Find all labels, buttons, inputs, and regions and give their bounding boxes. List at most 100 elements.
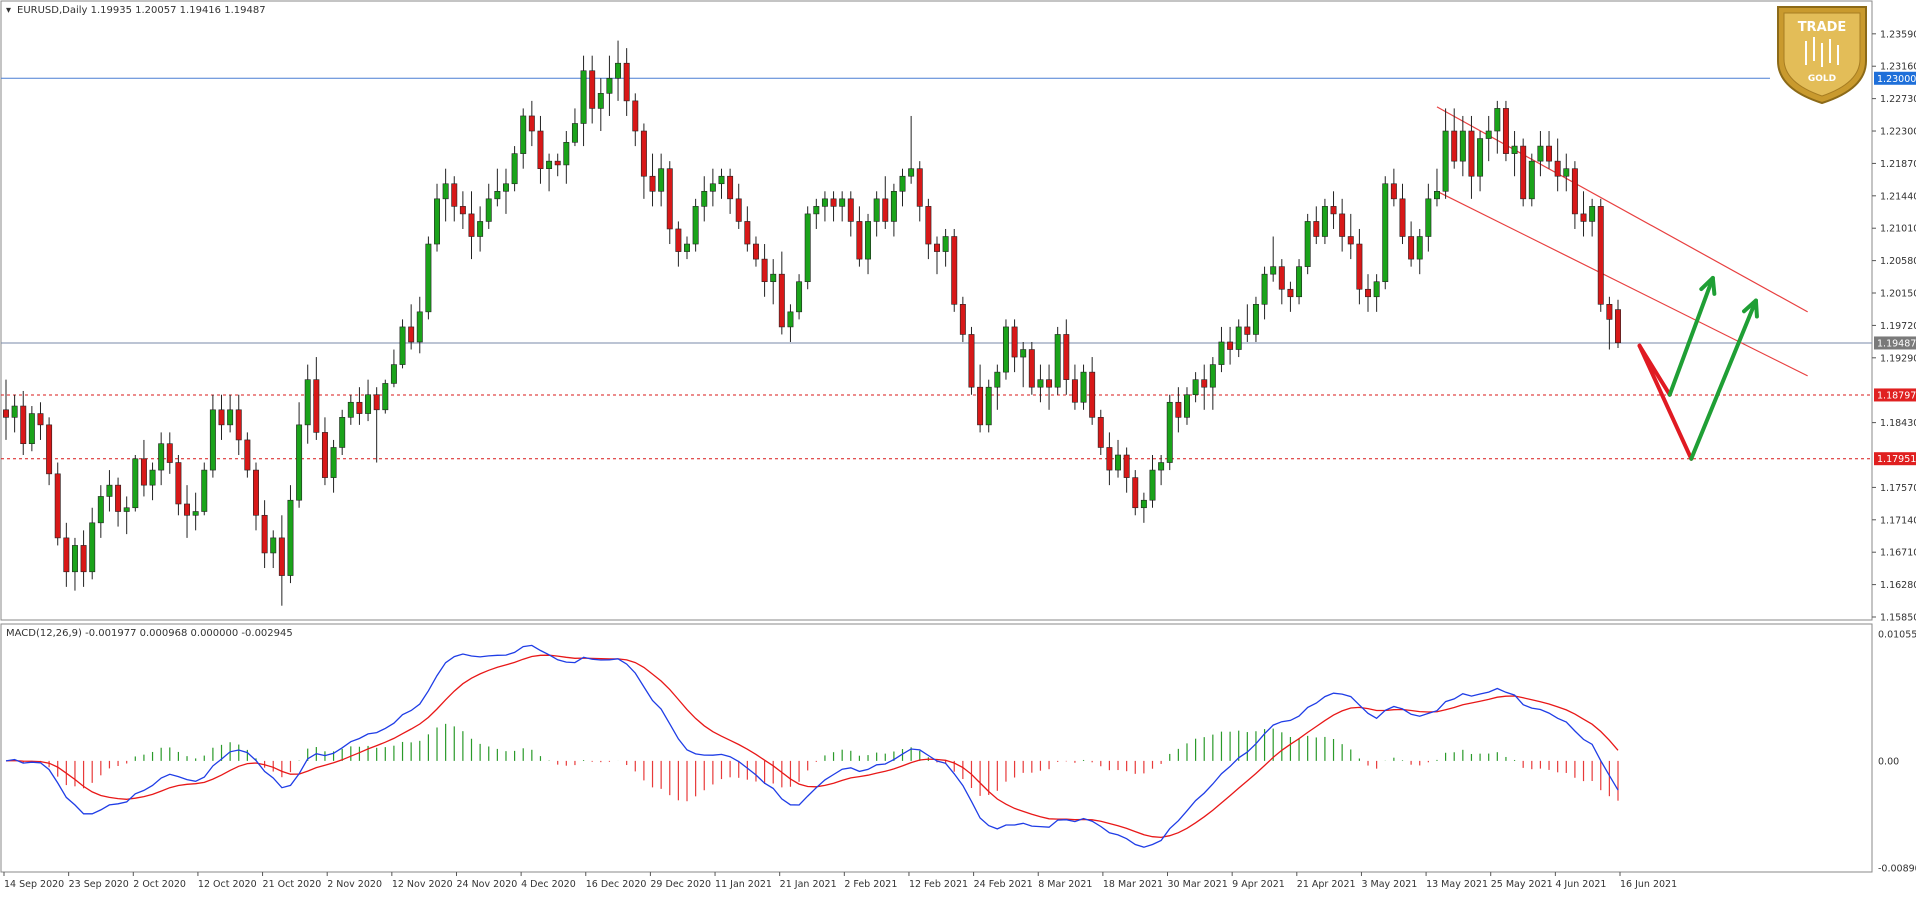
chart-collapse-icon[interactable]: ▾ <box>6 5 11 16</box>
logo-line2: GOLD <box>1808 74 1836 84</box>
bull-candle <box>580 70 587 124</box>
bear-candle <box>856 221 863 260</box>
bull-candle <box>1528 160 1535 200</box>
price-tick-label: 1.17140 <box>1880 515 1916 526</box>
bull-candle <box>615 62 622 79</box>
candlestick-icon <box>1805 37 1839 67</box>
bear-candle <box>916 168 923 207</box>
bear-candle <box>744 221 751 245</box>
bull-candle <box>1149 469 1156 501</box>
projection-deep-up-arrow <box>1689 298 1758 461</box>
bull-candle <box>201 469 208 512</box>
price-tick-label: 1.21870 <box>1880 159 1916 170</box>
macd-panel-frame <box>0 623 1873 873</box>
time-tick-label: 3 May 2021 <box>1361 879 1417 890</box>
bear-candle <box>54 473 61 539</box>
bull-candle <box>718 175 725 185</box>
bear-candle <box>589 70 596 109</box>
bear-candle <box>1175 401 1182 418</box>
bull-candle <box>1434 190 1440 200</box>
time-tick-label: 14 Sep 2020 <box>4 879 64 890</box>
bull-candle <box>804 213 811 283</box>
bear-candle <box>1546 145 1553 162</box>
time-tick-label: 16 Dec 2020 <box>586 879 647 890</box>
logo-line1: TRADE <box>1798 20 1847 35</box>
macd-header: MACD(12,26,9) -0.001977 0.000968 0.00000… <box>6 628 293 639</box>
bull-candle <box>296 424 303 501</box>
bull-candle <box>1002 326 1009 373</box>
bear-candle <box>761 258 768 283</box>
bear-candle <box>1502 108 1509 154</box>
time-tick-label: 9 Apr 2021 <box>1232 879 1285 890</box>
price-tick-label: 1.23590 <box>1880 29 1916 40</box>
price-tick-label: 1.18430 <box>1880 418 1916 429</box>
bull-candle <box>132 458 139 509</box>
bear-candle <box>882 198 889 222</box>
bear-candle <box>166 443 173 463</box>
bear-candle <box>1063 334 1070 380</box>
bull-candle <box>28 413 35 445</box>
time-tick-label: 23 Sep 2020 <box>69 879 129 890</box>
channel-upper-line <box>1436 106 1808 313</box>
bull-candle <box>270 537 277 554</box>
bear-candle <box>235 409 242 441</box>
bear-candle <box>925 206 932 245</box>
bear-candle <box>1106 447 1113 471</box>
bear-candle <box>459 206 466 215</box>
bull-candle <box>158 443 165 471</box>
bear-candle <box>1278 266 1285 290</box>
bull-candle <box>908 168 915 177</box>
bear-candle <box>640 130 647 177</box>
bull-candle <box>485 198 492 222</box>
bull-candle <box>1158 462 1165 471</box>
bull-candle <box>494 190 501 200</box>
time-tick-label: 4 Dec 2020 <box>521 879 576 890</box>
bear-candle <box>244 439 251 471</box>
time-axis: 14 Sep 2020 23 Sep 2020 2 Oct 2020 12 Oct 2… <box>3 872 1677 890</box>
bear-candle <box>1399 198 1406 237</box>
bear-candle <box>37 413 44 426</box>
time-tick-label: 25 May 2021 <box>1491 879 1553 890</box>
bull-candle <box>97 496 104 524</box>
bull-candle <box>149 469 156 486</box>
bear-candle <box>373 394 380 411</box>
bear-candle <box>278 537 285 576</box>
bear-candle <box>1580 213 1587 222</box>
time-tick-label: 29 Dec 2020 <box>650 879 711 890</box>
bull-candle <box>1235 326 1242 350</box>
price-tick-label: 1.16280 <box>1880 580 1916 591</box>
bear-candle <box>1571 168 1578 215</box>
bull-candle <box>1296 266 1303 298</box>
bear-candle <box>1071 379 1078 403</box>
bear-candle <box>623 62 630 102</box>
bear-candle <box>1554 160 1561 177</box>
bear-candle <box>1227 341 1234 350</box>
projection-deep-down-line <box>1637 343 1694 461</box>
bear-candle <box>63 537 70 573</box>
projection-up-arrow-head <box>1699 275 1717 296</box>
price-tick-label: 1.19290 <box>1880 353 1916 364</box>
bear-candle <box>20 405 27 445</box>
bull-candle <box>1563 168 1570 177</box>
bear-candle <box>1132 477 1139 509</box>
bull-candle <box>571 123 578 143</box>
bear-candle <box>184 503 190 516</box>
horizontal-levels <box>1 77 1872 460</box>
bull-candle <box>546 160 553 169</box>
price-label-box <box>1874 452 1916 466</box>
time-tick-label: 8 Mar 2021 <box>1038 879 1092 890</box>
time-tick-label: 21 Jan 2021 <box>780 879 837 890</box>
bull-candle <box>1184 394 1190 418</box>
price-channel <box>1436 106 1808 377</box>
macd-main-line <box>5 644 1619 848</box>
price-tick-label: 1.20580 <box>1880 256 1916 267</box>
bear-candle <box>649 175 656 192</box>
bear-candle <box>1520 145 1527 200</box>
time-tick-label: 2 Oct 2020 <box>133 879 186 890</box>
bear-candle <box>1451 130 1458 162</box>
macd-tick-label: -0.008908 <box>1878 864 1916 875</box>
bear-candle <box>140 458 147 486</box>
price-tick-label: 1.22730 <box>1880 94 1916 105</box>
bull-candle <box>1425 198 1432 237</box>
bull-candle <box>106 484 113 497</box>
